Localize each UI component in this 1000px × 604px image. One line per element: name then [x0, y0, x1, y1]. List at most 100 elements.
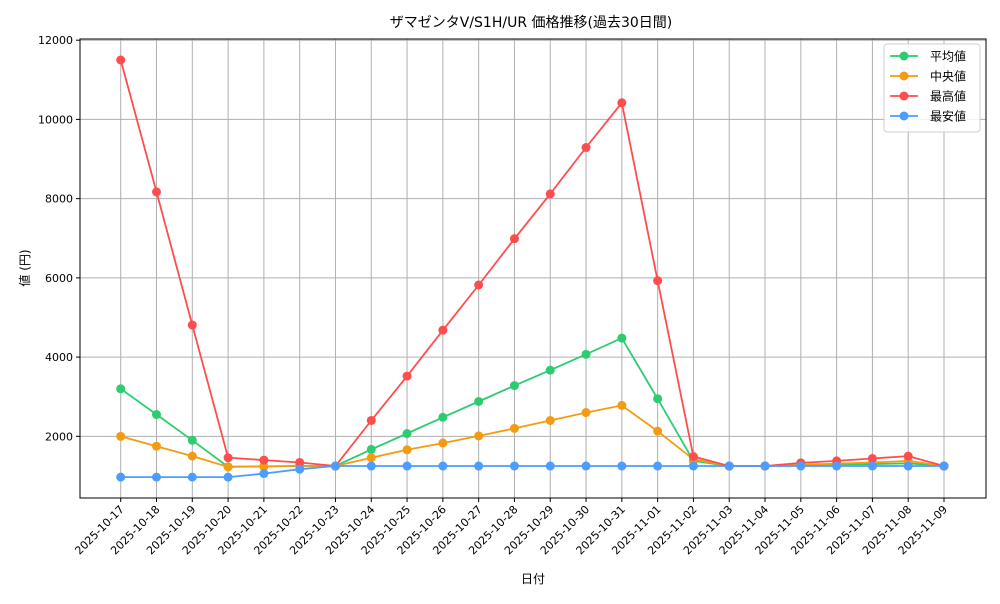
legend-frame — [883, 43, 981, 133]
grid-lines — [80, 39, 986, 498]
data-point — [867, 454, 877, 464]
x-axis-label: 日付 — [521, 572, 545, 586]
y-axis-ticks: 2000 4000 6000 8000 10000 12000 — [38, 34, 80, 443]
data-point — [259, 461, 269, 471]
series-line — [120, 404, 945, 468]
data-point — [653, 461, 663, 471]
data-point — [223, 462, 233, 472]
data-point — [402, 445, 412, 455]
series-最高値 — [116, 55, 949, 471]
legend-label: 中央値 — [930, 69, 966, 84]
data-point — [366, 444, 376, 454]
data-point — [509, 423, 519, 433]
data-point — [545, 461, 555, 471]
data-point — [509, 461, 519, 471]
legend-item: 中央値 — [890, 69, 966, 84]
data-point — [545, 189, 555, 199]
data-point — [187, 451, 197, 461]
chart-title: ザマゼンタV/S1H/UR 価格推移(過去30日間) — [390, 15, 673, 31]
data-point — [259, 455, 269, 465]
data-point — [832, 461, 842, 471]
y-tick-label: 12000 — [38, 34, 73, 47]
data-point — [796, 461, 806, 471]
data-point — [438, 412, 448, 422]
series-line — [119, 59, 945, 467]
data-point — [724, 461, 734, 471]
data-point — [581, 349, 591, 359]
data-point — [366, 453, 376, 463]
y-tick-label: 4000 — [45, 351, 73, 364]
data-point — [653, 276, 663, 286]
data-point — [509, 234, 519, 244]
legend-marker-icon — [899, 51, 909, 61]
data-point — [581, 408, 591, 418]
series-line — [120, 465, 944, 479]
y-tick-label: 2000 — [45, 430, 73, 443]
data-point — [366, 415, 376, 425]
data-point — [223, 472, 233, 482]
data-point — [688, 452, 698, 462]
data-point — [116, 384, 126, 394]
data-point — [688, 461, 698, 471]
data-point — [116, 431, 126, 441]
data-point — [509, 381, 519, 391]
data-point — [259, 469, 269, 479]
data-point — [617, 400, 627, 410]
data-point — [116, 472, 126, 482]
data-point — [653, 394, 663, 404]
data-point — [760, 461, 770, 471]
x-axis-ticks: 2025-10-172025-10-182025-10-192025-10-20… — [72, 498, 950, 557]
data-point — [474, 396, 484, 406]
y-tick-label: 10000 — [38, 113, 73, 126]
legend-item: 平均値 — [890, 49, 966, 64]
data-point — [438, 325, 448, 335]
legend-item: 最高値 — [890, 89, 966, 104]
data-point — [151, 410, 161, 420]
data-point — [581, 143, 591, 153]
legend-label: 最安値 — [930, 109, 966, 124]
data-point — [617, 333, 627, 343]
legend-marker-icon — [899, 71, 909, 81]
data-point — [617, 98, 627, 108]
series-平均値 — [116, 333, 949, 472]
data-point — [295, 457, 305, 467]
data-point — [402, 371, 412, 381]
legend-label: 最高値 — [930, 89, 966, 104]
data-point — [581, 461, 591, 471]
legend-marker-icon — [899, 91, 909, 101]
data-point — [438, 461, 448, 471]
data-point — [474, 461, 484, 471]
plot-frame — [79, 38, 987, 499]
data-point — [151, 187, 161, 197]
data-point — [402, 461, 412, 471]
data-point — [653, 426, 663, 436]
legend-item: 最安値 — [890, 109, 966, 124]
data-point — [151, 472, 161, 482]
data-point — [116, 55, 126, 65]
data-point — [903, 451, 913, 461]
y-axis-label: 値 (円) — [17, 249, 32, 286]
series-lines — [116, 55, 949, 482]
data-point — [939, 461, 949, 471]
data-point — [402, 429, 412, 439]
data-point — [867, 461, 877, 471]
data-point — [151, 441, 161, 451]
data-point — [545, 365, 555, 375]
data-point — [474, 431, 484, 441]
data-point — [295, 464, 305, 474]
data-point — [187, 435, 197, 445]
y-tick-label: 6000 — [45, 272, 73, 285]
data-point — [330, 461, 340, 471]
data-point — [366, 461, 376, 471]
legend-marker-icon — [899, 111, 909, 121]
data-point — [474, 280, 484, 290]
data-point — [187, 320, 197, 330]
series-最安値 — [116, 461, 949, 482]
data-point — [545, 415, 555, 425]
data-point — [438, 438, 448, 448]
legend-label: 平均値 — [930, 49, 966, 64]
data-point — [187, 472, 197, 482]
